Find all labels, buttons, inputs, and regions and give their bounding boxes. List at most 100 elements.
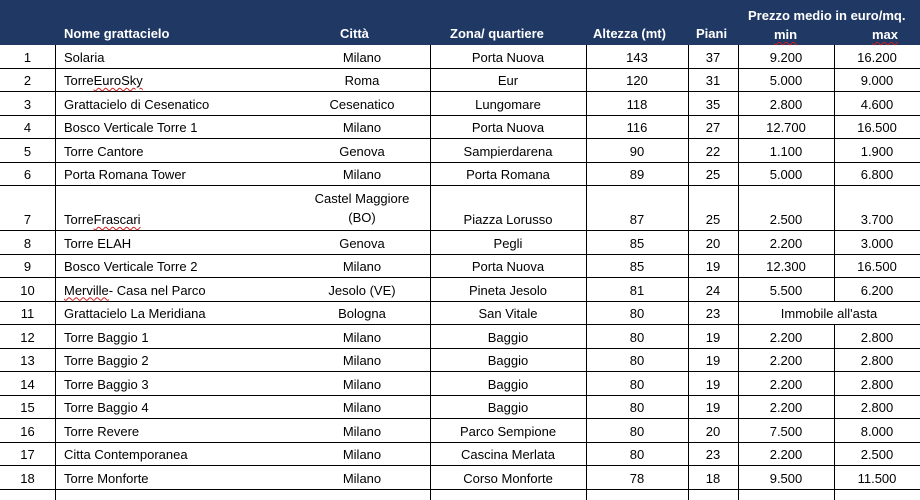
zone-cell[interactable]: Baggio — [487, 376, 529, 392]
height-cell[interactable]: 80 — [629, 353, 645, 368]
row-number-cell[interactable]: 4 — [23, 120, 32, 135]
floors-cell[interactable]: 23 — [705, 306, 721, 321]
zone-cell[interactable]: Pineta Jesolo — [468, 282, 548, 298]
header-floors[interactable]: Piani — [696, 26, 728, 41]
price-max-cell[interactable]: 8.000 — [860, 423, 894, 439]
header-city[interactable]: Città — [340, 26, 369, 41]
height-cell[interactable]: 87 — [629, 212, 645, 227]
floors-cell[interactable]: 19 — [705, 329, 721, 345]
height-cell[interactable]: 80 — [629, 400, 645, 415]
height-cell[interactable]: 78 — [629, 470, 645, 486]
price-min-cell[interactable]: 2.200 — [769, 235, 803, 251]
floors-cell[interactable]: 18 — [705, 470, 721, 486]
skyscraper-name-cell[interactable]: Torre Revere — [64, 423, 140, 439]
floors-cell[interactable]: 25 — [705, 167, 721, 182]
height-cell[interactable]: 80 — [629, 306, 645, 321]
floors-cell[interactable]: 19 — [705, 259, 721, 274]
header-height[interactable]: Altezza (mt) — [593, 26, 666, 41]
floors-cell[interactable]: 19 — [705, 353, 721, 368]
header-zone[interactable]: Zona/ quartiere — [450, 26, 544, 41]
skyscraper-name-cell[interactable]: Bosco Verticale Torre 1 — [64, 120, 198, 135]
price-min-cell[interactable]: 12.700 — [766, 120, 806, 135]
row-number-cell[interactable]: 11 — [20, 306, 35, 321]
height-cell[interactable]: 89 — [629, 167, 645, 182]
skyscraper-name-cell[interactable]: Torre EuroSky — [64, 73, 143, 88]
city-cell[interactable]: Cesenatico — [329, 96, 395, 112]
floors-cell[interactable]: 37 — [705, 49, 721, 65]
row-number-cell[interactable]: 17 — [20, 447, 35, 462]
city-cell[interactable]: Milano — [342, 447, 382, 462]
price-min-cell[interactable]: 2.200 — [769, 447, 803, 462]
city-cell[interactable]: Milano — [342, 259, 382, 274]
price-max-cell[interactable]: 3.700 — [860, 212, 894, 227]
price-min-cell[interactable]: 2.200 — [769, 400, 803, 415]
height-cell[interactable]: 85 — [629, 259, 645, 274]
row-number-cell[interactable]: 14 — [20, 376, 35, 392]
skyscraper-name-cell[interactable]: Porta Romana Tower — [64, 167, 186, 182]
city-cell[interactable]: Jesolo (VE) — [328, 282, 396, 298]
city-cell[interactable]: Bologna — [338, 306, 386, 321]
price-max-cell[interactable]: 2.500 — [860, 447, 894, 462]
row-number-cell[interactable]: 10 — [20, 282, 35, 298]
zone-cell[interactable]: Baggio — [487, 400, 529, 415]
floors-cell[interactable]: 27 — [705, 120, 721, 135]
zone-cell[interactable]: Eur — [497, 73, 519, 88]
floors-cell[interactable]: 19 — [705, 376, 721, 392]
height-cell[interactable]: 90 — [629, 143, 645, 159]
price-max-cell[interactable]: 6.800 — [860, 167, 894, 182]
price-min-cell[interactable]: 2.200 — [769, 329, 803, 345]
price-max-cell[interactable]: 2.800 — [860, 400, 894, 415]
city-cell[interactable]: Milano — [342, 376, 382, 392]
city-cell[interactable]: Genova — [339, 143, 385, 159]
floors-cell[interactable]: 23 — [705, 447, 721, 462]
price-min-cell[interactable]: 9.500 — [769, 470, 803, 486]
skyscraper-name-cell[interactable]: Torre Baggio 4 — [64, 400, 149, 415]
skyscraper-name-cell[interactable]: Grattacielo di Cesenatico — [64, 96, 210, 112]
row-number-cell[interactable]: 7 — [23, 212, 32, 227]
skyscraper-name-cell[interactable]: Bosco Verticale Torre 2 — [64, 259, 198, 274]
row-number-cell[interactable]: 8 — [23, 235, 32, 251]
height-cell[interactable]: 85 — [629, 235, 645, 251]
city-cell[interactable]: Milano — [342, 353, 382, 368]
floors-cell[interactable]: 25 — [705, 212, 721, 227]
price-note-cell[interactable]: Immobile all'asta — [780, 306, 878, 321]
row-number-cell[interactable]: 9 — [23, 259, 32, 274]
row-number-cell[interactable]: 18 — [20, 470, 35, 486]
header-max[interactable]: max — [872, 27, 899, 42]
price-max-cell[interactable]: 9.000 — [860, 73, 894, 88]
zone-cell[interactable]: Piazza Lorusso — [463, 212, 553, 227]
zone-cell[interactable]: Porta Nuova — [471, 49, 545, 65]
header-price-group[interactable]: Prezzo medio in euro/mq. — [748, 8, 906, 23]
height-cell[interactable]: 120 — [626, 73, 648, 88]
skyscraper-name-cell[interactable]: Solaria — [64, 49, 105, 65]
row-number-cell[interactable]: 5 — [23, 143, 32, 159]
price-min-cell[interactable]: 12.300 — [766, 259, 806, 274]
price-max-cell[interactable]: 6.200 — [860, 282, 894, 298]
floors-cell[interactable]: 20 — [705, 423, 721, 439]
price-min-cell[interactable]: 5.000 — [769, 73, 803, 88]
height-cell[interactable]: 116 — [626, 120, 648, 135]
row-number-cell[interactable]: 13 — [20, 353, 35, 368]
city-cell[interactable]: Genova — [339, 235, 385, 251]
row-number-cell[interactable]: 1 — [23, 49, 32, 65]
price-max-cell[interactable]: 3.000 — [860, 235, 894, 251]
skyscraper-name-cell[interactable]: Torre Baggio 1 — [64, 329, 149, 345]
city-cell[interactable]: Milano — [342, 167, 382, 182]
skyscraper-name-cell[interactable]: Grattacielo La Meridiana — [64, 306, 206, 321]
zone-cell[interactable]: Parco Sempione — [459, 423, 557, 439]
price-max-cell[interactable]: 16.500 — [857, 259, 897, 274]
height-cell[interactable]: 80 — [629, 329, 645, 345]
floors-cell[interactable]: 31 — [705, 73, 721, 88]
row-number-cell[interactable]: 2 — [23, 73, 32, 88]
price-min-cell[interactable]: 7.500 — [769, 423, 803, 439]
city-cell[interactable]: Milano — [342, 329, 382, 345]
price-max-cell[interactable]: 11.500 — [857, 470, 897, 486]
price-min-cell[interactable]: 2.200 — [769, 376, 803, 392]
city-cell[interactable]: Milano — [342, 120, 382, 135]
zone-cell[interactable]: Porta Nuova — [471, 259, 545, 274]
zone-cell[interactable]: Porta Nuova — [471, 120, 545, 135]
header-min[interactable]: min — [774, 27, 798, 42]
row-number-cell[interactable]: 6 — [23, 167, 32, 182]
price-min-cell[interactable]: 2.500 — [769, 212, 803, 227]
price-min-cell[interactable]: 5.000 — [769, 167, 803, 182]
